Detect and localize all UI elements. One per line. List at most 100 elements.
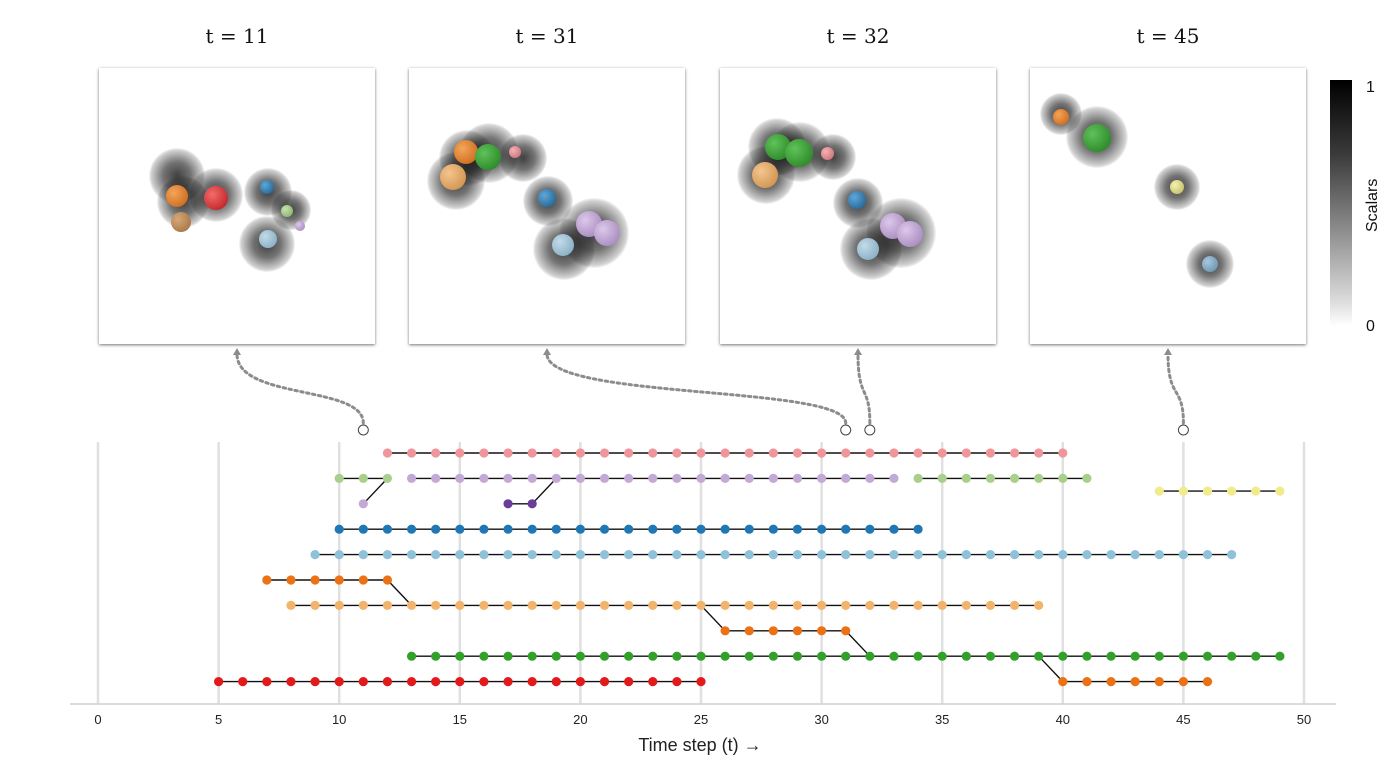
track-point	[382, 550, 393, 560]
track-point	[672, 550, 682, 560]
track-point	[624, 550, 634, 560]
track-point	[913, 524, 923, 534]
track-point	[889, 651, 899, 661]
track-point	[1130, 651, 1140, 661]
track-point	[792, 524, 803, 534]
track-point	[455, 448, 465, 458]
track-point	[768, 524, 778, 534]
track-point	[648, 677, 658, 687]
track-point	[1227, 651, 1237, 661]
track-point	[817, 448, 827, 458]
track-point	[479, 473, 489, 483]
x-tick-label: 5	[215, 712, 222, 727]
track-point	[479, 651, 489, 661]
particle	[897, 221, 923, 247]
x-tick-label: 25	[694, 712, 708, 727]
snapshot-marker	[864, 424, 876, 436]
track-point	[1202, 677, 1213, 687]
track-point	[1106, 550, 1116, 560]
track-point	[358, 600, 368, 611]
x-tick-label: 35	[935, 712, 949, 727]
track-point	[985, 448, 996, 458]
track-point	[720, 626, 730, 636]
track-point	[792, 550, 803, 560]
snapshot-panel-t31	[409, 68, 685, 344]
track-point	[961, 600, 971, 611]
track-point	[358, 524, 368, 534]
track-point	[889, 524, 899, 534]
track-link	[700, 604, 726, 632]
track-point	[1178, 550, 1188, 560]
track-point	[1202, 651, 1213, 661]
track-point	[551, 677, 561, 687]
track-point	[479, 524, 489, 534]
x-tick-label: 0	[94, 712, 101, 727]
track-point	[865, 550, 875, 560]
track-point	[1154, 550, 1164, 560]
track-point	[358, 575, 368, 585]
track-point	[865, 600, 875, 611]
track-point	[1058, 677, 1068, 687]
track-point	[744, 448, 754, 458]
track-point	[1275, 486, 1285, 496]
track-point	[527, 524, 537, 534]
track-point	[1009, 473, 1020, 483]
x-tick-label: 10	[332, 712, 346, 727]
particle	[260, 180, 274, 194]
track-point	[431, 524, 441, 534]
track-point	[985, 600, 996, 611]
track-point	[479, 600, 489, 611]
track-point	[985, 550, 996, 560]
x-tick-label: 45	[1176, 712, 1190, 727]
track-point	[696, 550, 706, 560]
track-point	[648, 550, 658, 560]
track-point	[648, 651, 658, 661]
track-point	[696, 448, 706, 458]
track-point	[334, 677, 344, 687]
track-point	[503, 473, 513, 483]
track-point	[1106, 651, 1116, 661]
track-point	[310, 550, 320, 560]
track-point	[575, 550, 586, 560]
track-point	[696, 677, 706, 687]
track-point	[551, 448, 561, 458]
track-point	[527, 499, 537, 509]
track-point	[455, 600, 465, 611]
track-point	[599, 473, 610, 483]
track-point	[455, 524, 465, 534]
track-point	[406, 473, 417, 483]
track-point	[624, 651, 634, 661]
particle	[538, 189, 556, 207]
track-point	[286, 677, 296, 687]
track-point	[455, 473, 465, 483]
track-point	[527, 473, 537, 483]
track-point	[575, 473, 586, 483]
track-point	[286, 600, 296, 611]
track-point	[551, 651, 561, 661]
track-point	[575, 448, 586, 458]
track-point	[503, 448, 513, 458]
track-point	[382, 473, 393, 483]
track-point	[817, 600, 827, 611]
particle	[454, 140, 478, 164]
track-point	[1058, 448, 1068, 458]
x-tick-label: 50	[1297, 712, 1311, 727]
track-point	[768, 600, 778, 611]
track-point	[406, 448, 417, 458]
snapshot-title-3: t = 32	[826, 24, 890, 48]
track-point	[358, 677, 368, 687]
track-point	[1009, 448, 1020, 458]
track-point	[889, 600, 899, 611]
particle	[857, 238, 879, 260]
colorbar	[1330, 80, 1352, 326]
particle	[552, 234, 574, 256]
track-point	[431, 550, 441, 560]
track-point	[1058, 651, 1068, 661]
connector-arrowhead	[1164, 348, 1172, 355]
track-point	[551, 473, 561, 483]
track-point	[768, 550, 778, 560]
track-point	[913, 473, 923, 483]
track-point	[382, 448, 393, 458]
track-point	[527, 677, 537, 687]
